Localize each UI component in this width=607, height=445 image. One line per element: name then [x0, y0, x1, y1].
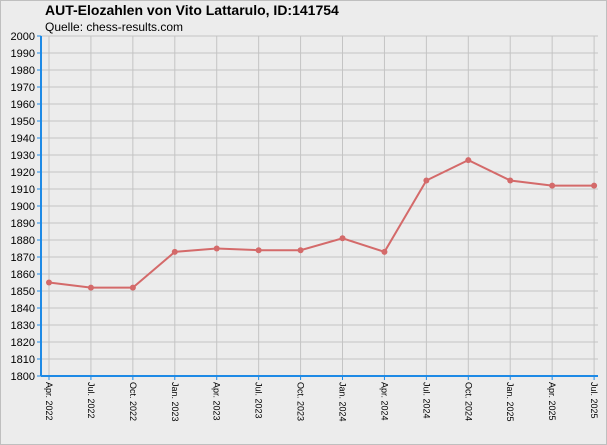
data-point [87, 284, 94, 291]
y-tick-label: 1930 [11, 150, 35, 162]
chart-title: AUT-Elozahlen von Vito Lattarulo, ID:141… [45, 2, 339, 18]
x-tick-label: Jul. 2024 [421, 382, 431, 419]
data-point [339, 235, 346, 242]
x-tick-label: Oct. 2023 [296, 382, 306, 421]
y-tick-label: 1850 [11, 286, 35, 298]
y-tick-label: 1950 [11, 116, 35, 128]
data-point [213, 245, 220, 252]
data-point [129, 284, 136, 291]
x-tick-label: Apr. 2024 [379, 382, 389, 421]
x-tick-label: Jul. 2023 [254, 382, 264, 419]
y-tick-label: 1860 [11, 269, 35, 281]
data-point [381, 248, 388, 255]
series-layer [46, 157, 598, 291]
series-line [48, 158, 595, 289]
y-tick-label: 1810 [11, 354, 35, 366]
y-tick-label: 1910 [11, 184, 35, 196]
y-tick-label: 1820 [11, 337, 35, 349]
y-tick-label: 1880 [11, 235, 35, 247]
y-tick-label: 1840 [11, 303, 35, 315]
data-point [171, 248, 178, 255]
x-tick-label: Apr. 2022 [44, 382, 54, 421]
y-tick-label: 2000 [11, 31, 35, 43]
y-tick-label: 1980 [11, 65, 35, 77]
y-tick-label: 1990 [11, 48, 35, 60]
data-point [507, 177, 514, 184]
y-tick-label: 1890 [11, 218, 35, 230]
y-tick-label: 1960 [11, 99, 35, 111]
x-tick-label: Oct. 2024 [463, 382, 473, 421]
y-tick-label: 1900 [11, 201, 35, 213]
data-point [423, 177, 430, 184]
x-tick-label: Apr. 2025 [547, 382, 557, 421]
axis-layer: 1800 1810 1820 1830 1840 1850 1860 1870 1880 1890… [11, 31, 600, 422]
x-tick-label: Jul. 2025 [589, 382, 599, 419]
y-tick-label: 1920 [11, 167, 35, 179]
x-tick-label: Jan. 2025 [505, 382, 515, 422]
data-point [255, 247, 262, 254]
y-tick-label: 1800 [11, 371, 35, 383]
x-tick-label: Jan. 2024 [338, 382, 348, 422]
data-point [465, 157, 472, 164]
chart-subtitle: Quelle: chess-results.com [45, 20, 184, 34]
data-point [46, 279, 52, 286]
grid-layer [41, 35, 598, 377]
x-tick-label: Oct. 2022 [128, 382, 138, 421]
data-point [591, 182, 598, 189]
x-tick-label: Jan. 2023 [170, 382, 180, 422]
y-tick-label: 1940 [11, 133, 35, 145]
data-point [549, 182, 556, 189]
data-point [297, 247, 304, 254]
y-tick-label: 1830 [11, 320, 35, 332]
y-tick-label: 1970 [11, 82, 35, 94]
y-tick-label: 1870 [11, 252, 35, 264]
x-tick-label: Apr. 2023 [212, 382, 222, 421]
x-tick-label: Jul. 2022 [86, 382, 96, 419]
